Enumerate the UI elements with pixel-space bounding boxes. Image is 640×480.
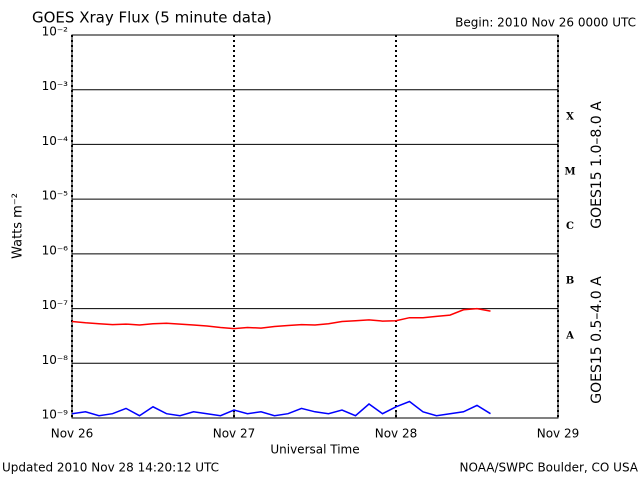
legend-entry: GOES15 0.5–4.0 A <box>589 276 605 404</box>
x-tick-label: Nov 28 <box>375 427 418 441</box>
x-tick-label: Nov 27 <box>213 427 256 441</box>
chart-subtitle: Begin: 2010 Nov 26 0000 UTC <box>455 16 636 30</box>
y-tick-label: 10⁻⁴ <box>42 134 69 148</box>
series-line <box>71 400 491 417</box>
y-tick-label: 10⁻³ <box>42 79 69 93</box>
flare-class-label: B <box>566 276 574 287</box>
x-tick-label: Nov 29 <box>537 427 580 441</box>
flare-class-label: X <box>566 112 574 123</box>
chart-title: GOES Xray Flux (5 minute data) <box>32 9 272 27</box>
footer-right: NOAA/SWPC Boulder, CO USA <box>460 461 639 475</box>
footer-left: Updated 2010 Nov 28 14:20:12 UTC <box>2 461 219 475</box>
y-tick-label: 10⁻⁵ <box>42 189 69 203</box>
y-tick-label: 10⁻² <box>42 25 69 39</box>
y-tick-label: 10⁻⁷ <box>42 298 69 312</box>
y-tick-label: 10⁻⁹ <box>42 408 69 422</box>
x-tick-label: Nov 26 <box>51 427 94 441</box>
flare-class-label: C <box>566 221 574 232</box>
series-line <box>71 307 491 330</box>
y-axis-title: Watts m⁻² <box>11 193 26 259</box>
plot-frame <box>71 34 559 419</box>
x-axis-title: Universal Time <box>270 443 359 457</box>
flare-class-label: M <box>564 166 575 177</box>
legend-entry: GOES15 1.0–8.0 A <box>589 101 605 229</box>
flare-class-label: A <box>565 330 574 341</box>
y-tick-label: 10⁻⁶ <box>42 243 69 257</box>
y-tick-label: 10⁻⁸ <box>42 353 69 367</box>
